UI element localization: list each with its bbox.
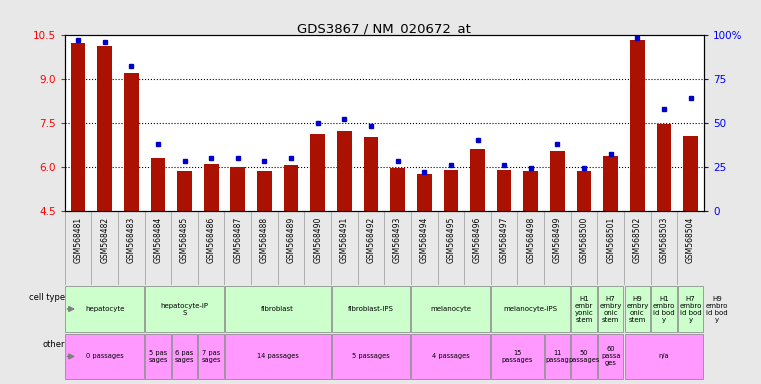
Bar — [572, 286, 597, 332]
Text: 11
passag: 11 passag — [546, 350, 569, 363]
Text: GSM568483: GSM568483 — [127, 217, 135, 263]
Bar — [598, 286, 623, 332]
Bar — [65, 334, 144, 379]
Text: fibroblast: fibroblast — [261, 306, 295, 312]
Text: GSM568495: GSM568495 — [447, 217, 455, 263]
Bar — [492, 334, 543, 379]
Bar — [337, 131, 352, 211]
Bar — [572, 334, 597, 379]
Text: H7
embro
id bod
y: H7 embro id bod y — [680, 296, 702, 323]
Bar — [625, 286, 650, 332]
Bar — [598, 334, 623, 379]
Text: other: other — [42, 340, 65, 349]
Text: melanocyte-IPS: melanocyte-IPS — [504, 306, 558, 312]
Bar — [204, 164, 218, 211]
Bar — [332, 286, 410, 332]
Bar — [705, 286, 730, 332]
Text: GSM568502: GSM568502 — [633, 217, 642, 263]
Bar — [492, 286, 570, 332]
Text: hepatocyte: hepatocyte — [85, 306, 124, 312]
Text: GSM568496: GSM568496 — [473, 217, 482, 263]
Text: GSM568501: GSM568501 — [607, 217, 615, 263]
Text: melanocyte: melanocyte — [431, 306, 471, 312]
Text: GSM568487: GSM568487 — [234, 217, 242, 263]
Title: GDS3867 / NM_020672_at: GDS3867 / NM_020672_at — [298, 22, 471, 35]
Text: 0 passages: 0 passages — [86, 353, 123, 359]
Text: GSM568493: GSM568493 — [393, 217, 402, 263]
Text: 14 passages: 14 passages — [256, 353, 299, 359]
Text: GSM568489: GSM568489 — [287, 217, 295, 263]
Text: H9
embry
onic
stem: H9 embry onic stem — [626, 296, 648, 323]
Text: GSM568484: GSM568484 — [154, 217, 162, 263]
Bar — [257, 171, 272, 211]
Bar — [412, 334, 490, 379]
Text: 7 pas
sages: 7 pas sages — [202, 350, 221, 363]
Text: GSM568486: GSM568486 — [207, 217, 215, 263]
Bar — [225, 286, 330, 332]
Text: GSM568482: GSM568482 — [100, 217, 109, 263]
Bar — [657, 124, 671, 211]
Bar — [65, 286, 144, 332]
Text: 15
passages: 15 passages — [501, 350, 533, 363]
Bar — [172, 334, 197, 379]
Bar — [364, 137, 378, 211]
Bar — [390, 168, 405, 211]
Text: cell type: cell type — [29, 293, 65, 302]
Bar — [444, 170, 458, 211]
Bar — [577, 171, 591, 211]
Bar — [412, 286, 490, 332]
Bar — [630, 40, 645, 211]
Bar — [231, 167, 245, 211]
Bar — [284, 165, 298, 211]
Text: H1
embro
id bod
y: H1 embro id bod y — [653, 296, 675, 323]
Text: GSM568485: GSM568485 — [180, 217, 189, 263]
Bar — [497, 170, 511, 211]
Bar — [199, 334, 224, 379]
Text: 4 passages: 4 passages — [432, 353, 470, 359]
Bar — [625, 334, 703, 379]
Bar — [177, 171, 192, 211]
Bar — [417, 174, 431, 211]
Text: GSM568499: GSM568499 — [553, 217, 562, 263]
Bar — [145, 286, 224, 332]
Text: H1
embr
yonic
stem: H1 embr yonic stem — [575, 296, 594, 323]
Text: GSM568490: GSM568490 — [314, 217, 322, 263]
Bar — [651, 286, 677, 332]
Text: 5 passages: 5 passages — [352, 353, 390, 359]
Text: GSM568498: GSM568498 — [527, 217, 535, 263]
Text: 60
passa
ges: 60 passa ges — [601, 346, 620, 366]
Bar — [545, 334, 570, 379]
Bar — [71, 43, 85, 211]
Bar — [524, 171, 538, 211]
Text: H7
embry
onic
stem: H7 embry onic stem — [600, 296, 622, 323]
Bar — [683, 136, 698, 211]
Text: 6 pas
sages: 6 pas sages — [175, 350, 194, 363]
Text: fibroblast-IPS: fibroblast-IPS — [348, 306, 394, 312]
Bar — [603, 156, 618, 211]
Bar — [332, 334, 410, 379]
Text: GSM568481: GSM568481 — [74, 217, 82, 263]
Text: GSM568497: GSM568497 — [500, 217, 508, 263]
Bar — [124, 73, 139, 211]
Bar — [225, 334, 330, 379]
Text: 50
passages: 50 passages — [568, 350, 600, 363]
Bar — [470, 149, 485, 211]
Text: GSM568491: GSM568491 — [340, 217, 349, 263]
Text: n/a: n/a — [659, 353, 669, 359]
Text: GSM568503: GSM568503 — [660, 217, 668, 263]
Text: GSM568500: GSM568500 — [580, 217, 588, 263]
Text: H9
embro
id bod
y: H9 embro id bod y — [706, 296, 728, 323]
Text: GSM568492: GSM568492 — [367, 217, 375, 263]
Bar — [310, 134, 325, 211]
Text: GSM568488: GSM568488 — [260, 217, 269, 263]
Bar — [678, 286, 703, 332]
Bar — [151, 158, 165, 211]
Text: GSM568494: GSM568494 — [420, 217, 428, 263]
Text: 5 pas
sages: 5 pas sages — [148, 350, 167, 363]
Text: GSM568504: GSM568504 — [686, 217, 695, 263]
Bar — [550, 151, 565, 211]
Bar — [97, 46, 112, 211]
Text: hepatocyte-iP
S: hepatocyte-iP S — [161, 303, 209, 316]
Bar — [145, 334, 170, 379]
